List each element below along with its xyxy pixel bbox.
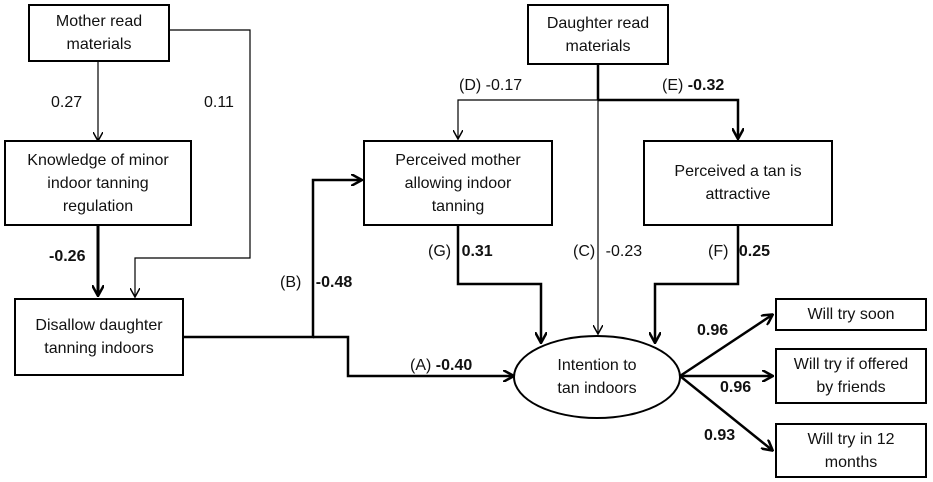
path-label-A: (A) -0.40 xyxy=(410,357,472,375)
coef-B: -0.48 xyxy=(315,274,353,291)
arrow-intention-to-try-soon xyxy=(679,315,772,378)
arrow-B-disallow-to-perceived-mother xyxy=(184,180,361,339)
path-tag-B: (B) xyxy=(280,274,302,291)
arrow-A-disallow-to-intention xyxy=(313,335,513,376)
node-will-try-if-offered: Will try if offered by friends xyxy=(775,348,927,404)
coef-knowledge-disallow: -0.26 xyxy=(49,248,86,265)
node-perceived-tan-attractive: Perceived a tan is attractive xyxy=(643,140,833,226)
arrow-E-daughter-to-perceived-tan xyxy=(598,98,738,138)
coef-loading-try-friends: 0.96 xyxy=(720,379,752,396)
coef-loading-try-12: 0.93 xyxy=(704,427,736,444)
node-will-try-in-12-months: Will try in 12 months xyxy=(775,423,927,478)
path-label-B: (B) -0.48 xyxy=(280,274,352,292)
coef-mother-knowledge: 0.27 xyxy=(51,94,83,111)
path-tag-G: (G) xyxy=(428,243,452,260)
node-disallow-daughter-tanning: Disallow daughter tanning indoors xyxy=(14,298,184,376)
node-mother-read-materials: Mother read materials xyxy=(28,4,170,62)
arrow-mother-to-disallow xyxy=(135,29,251,296)
coef-E: -0.32 xyxy=(687,77,725,94)
coef-G: 0.31 xyxy=(461,243,493,260)
path-tag-C: (C) xyxy=(573,243,596,260)
path-label-F: (F) 0.25 xyxy=(708,243,770,261)
node-perceived-mother-allowing: Perceived mother allowing indoor tanning xyxy=(363,140,553,226)
path-tag-A: (A) xyxy=(410,357,432,374)
node-daughter-read-materials: Daughter read materials xyxy=(527,4,669,65)
coef-D: -0.17 xyxy=(485,77,523,94)
path-label-G: (G) 0.31 xyxy=(428,243,493,261)
node-intention-to-tan: Intention to tan indoors xyxy=(513,335,681,419)
path-tag-E: (E) xyxy=(662,77,684,94)
path-label-D: (D) -0.17 xyxy=(459,77,522,95)
node-will-try-soon: Will try soon xyxy=(775,298,927,331)
path-label-C: (C) -0.23 xyxy=(573,243,642,261)
coef-mother-disallow: 0.11 xyxy=(204,94,234,111)
coef-loading-try-soon: 0.96 xyxy=(697,322,729,339)
arrow-D-daughter-to-perceived-mother xyxy=(458,99,598,138)
path-label-E: (E) -0.32 xyxy=(662,77,724,95)
path-tag-F: (F) xyxy=(708,243,729,260)
node-knowledge-of-regulation: Knowledge of minor indoor tanning regula… xyxy=(4,140,192,226)
coef-A: -0.40 xyxy=(435,357,473,374)
coef-F: 0.25 xyxy=(738,243,771,260)
arrow-intention-to-try-12 xyxy=(679,375,772,450)
arrow-F-perceived-tan-to-intention xyxy=(655,226,740,342)
coef-C: -0.23 xyxy=(605,243,643,260)
arrow-G-perceived-mother-to-intention xyxy=(456,226,541,342)
path-tag-D: (D) xyxy=(459,77,482,94)
